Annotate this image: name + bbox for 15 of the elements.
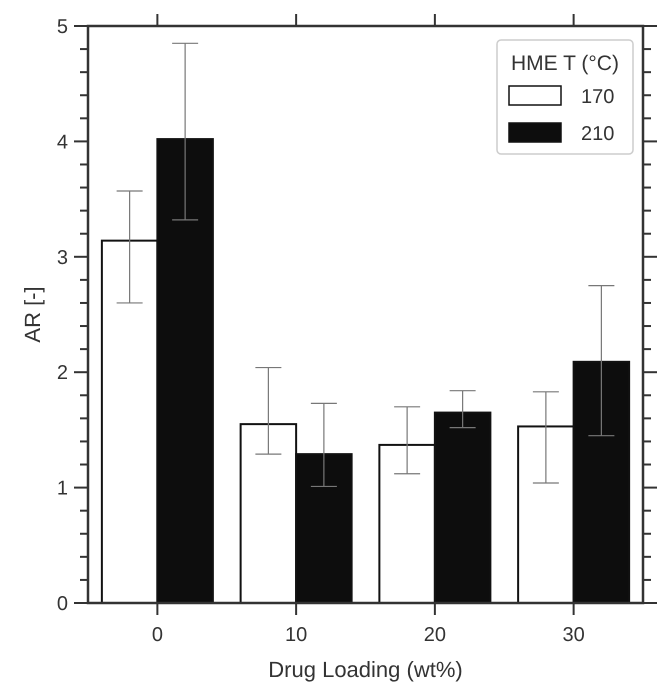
y-tick-label: 2	[56, 362, 68, 384]
legend-label: 170	[581, 86, 614, 108]
x-tick-label: 10	[285, 624, 308, 646]
x-axis-title: Drug Loading (wt%)	[268, 657, 463, 682]
legend-label: 210	[581, 123, 614, 145]
y-tick-label: 5	[56, 16, 68, 38]
x-tick-label: 30	[562, 624, 585, 646]
y-axis-title: AR [-]	[20, 286, 45, 343]
y-tick-label: 1	[56, 478, 68, 500]
x-tick-label: 0	[152, 624, 163, 646]
y-tick-label: 3	[56, 246, 68, 269]
y-tick-label: 4	[56, 131, 68, 154]
legend-title: HME T (°C)	[511, 52, 619, 75]
y-tick-label: 0	[56, 593, 68, 615]
x-tick-label: 20	[424, 624, 446, 646]
